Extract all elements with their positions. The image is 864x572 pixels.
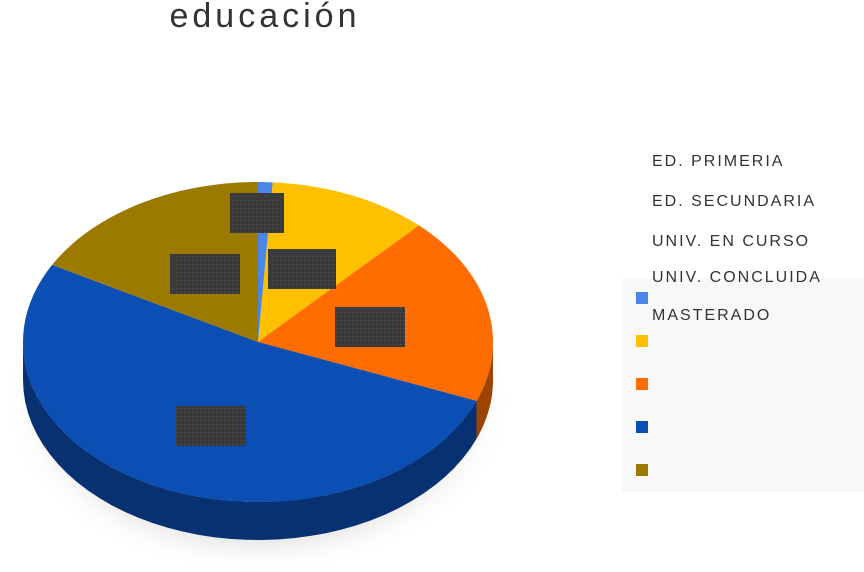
- legend-swatch: [636, 378, 648, 390]
- slice-side: [23, 342, 477, 540]
- legend-swatch: [636, 335, 648, 347]
- legend-label: UNIV. EN CURSO: [652, 233, 810, 250]
- data-label-box: [176, 406, 246, 446]
- slice: [52, 182, 258, 342]
- legend-label: UNIV. CONCLUIDA: [652, 269, 822, 286]
- legend-swatch: [636, 292, 648, 304]
- pie: [22, 182, 493, 540]
- legend-label: ED. SECUNDARIA: [652, 193, 816, 210]
- data-label-box: [230, 193, 284, 233]
- slice: [22, 264, 477, 503]
- data-label-box: [170, 254, 240, 294]
- legend-swatch: [636, 464, 648, 476]
- legend-panel: [622, 278, 864, 492]
- slice-side: [476, 342, 493, 439]
- legend-label: MASTERADO: [652, 307, 771, 324]
- legend: ED. PRIMERIA ED. SECUNDARIA UNIV. EN CURSO…: [636, 153, 822, 476]
- legend-label: ED. PRIMERIA: [652, 153, 784, 170]
- data-labels: [170, 193, 405, 446]
- legend-swatch: [636, 421, 648, 433]
- data-label-box: [335, 307, 405, 347]
- chart-title: educación: [169, 0, 360, 35]
- data-label-box: [268, 249, 336, 289]
- slice: [258, 182, 419, 342]
